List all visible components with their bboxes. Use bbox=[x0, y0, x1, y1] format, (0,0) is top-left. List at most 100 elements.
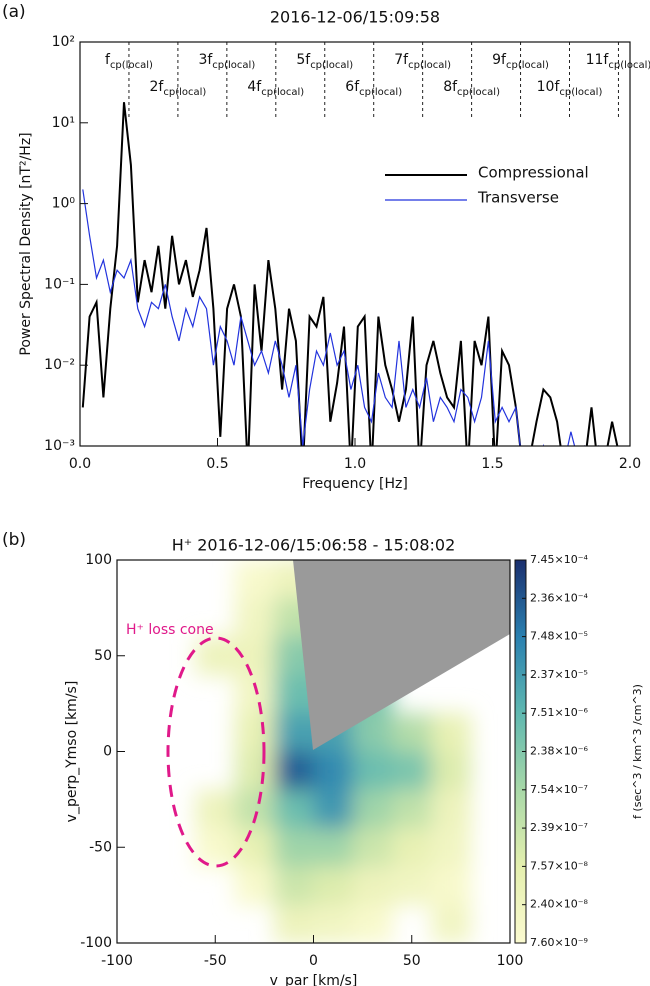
colorbar-tick-label: 2.40×10⁻⁸ bbox=[530, 898, 589, 911]
harmonic-subscript: cp(local) bbox=[212, 60, 255, 71]
harmonic-subscript: cp(local) bbox=[310, 60, 353, 71]
density-cell bbox=[234, 713, 275, 752]
y-tick-label: 10⁻² bbox=[44, 357, 75, 373]
x-tick-label: 100 bbox=[497, 953, 524, 969]
density-cell bbox=[234, 828, 275, 867]
harmonic-label: fcp(local) bbox=[105, 52, 153, 71]
harmonic-number: 6f bbox=[345, 79, 360, 95]
y-tick-label: 10⁰ bbox=[52, 196, 76, 212]
harmonic-label: 8fcp(local) bbox=[443, 79, 500, 98]
harmonic-label: 2fcp(local) bbox=[150, 79, 207, 98]
harmonic-number: 10f bbox=[537, 79, 561, 95]
density-cell bbox=[274, 751, 314, 791]
legend-label: Transverse bbox=[477, 189, 559, 207]
density-cell bbox=[352, 789, 393, 829]
harmonic-number: 3f bbox=[198, 52, 213, 68]
x-tick-label: 50 bbox=[403, 953, 421, 969]
colorbar-tick-label: 7.54×10⁻⁷ bbox=[530, 783, 588, 796]
x-axis-label: Frequency [Hz] bbox=[302, 476, 408, 492]
density-cell bbox=[431, 866, 472, 906]
density-cell bbox=[234, 866, 275, 906]
density-cell bbox=[313, 751, 354, 791]
y-tick-label: 10¹ bbox=[52, 115, 75, 131]
harmonic-label: 10fcp(local) bbox=[537, 79, 603, 98]
y-tick-label: 100 bbox=[85, 552, 112, 568]
x-tick-label: 0.5 bbox=[206, 456, 228, 472]
plot-lines bbox=[81, 102, 626, 446]
chart-title: H⁺ 2016-12-06/15:06:58 - 15:08:02 bbox=[172, 536, 456, 555]
x-tick-label: 0.0 bbox=[69, 456, 91, 472]
x-tick-label: -100 bbox=[101, 953, 133, 969]
harmonic-number: 7f bbox=[394, 52, 409, 68]
density-cell bbox=[431, 904, 472, 943]
y-tick-label: 50 bbox=[94, 648, 112, 664]
harmonic-subscript: cp(local) bbox=[110, 60, 153, 71]
y-tick-label: -100 bbox=[80, 935, 112, 951]
colorbar-tick-label: 2.38×10⁻⁶ bbox=[530, 744, 589, 757]
harmonic-number: 8f bbox=[443, 79, 458, 95]
harmonic-subscript: cp(local) bbox=[359, 87, 402, 98]
harmonic-number: 5f bbox=[296, 52, 311, 68]
harmonic-subscript: cp(local) bbox=[163, 87, 206, 98]
density-cell bbox=[392, 789, 432, 829]
density-cell bbox=[431, 751, 472, 791]
x-tick-label: 0 bbox=[309, 953, 318, 969]
instrument-blind-wedge bbox=[293, 560, 510, 750]
harmonic-subscript: cp(local) bbox=[506, 60, 549, 71]
density-cell bbox=[234, 560, 275, 599]
harmonic-subscript: cp(local) bbox=[457, 87, 500, 98]
harmonic-label: 5fcp(local) bbox=[296, 52, 353, 71]
density-cell bbox=[234, 751, 275, 791]
harmonic-label: 11fcp(local) bbox=[586, 52, 650, 71]
panel-label: (b) bbox=[2, 530, 26, 550]
y-tick-label: 10⁻¹ bbox=[44, 276, 75, 292]
x-tick-label: -50 bbox=[204, 953, 227, 969]
harmonic-label: 6fcp(local) bbox=[345, 79, 402, 98]
density-cell bbox=[352, 866, 393, 906]
series-line bbox=[81, 102, 619, 446]
colorbar-tick-label: 7.57×10⁻⁸ bbox=[530, 859, 589, 872]
harmonic-number: 2f bbox=[150, 79, 165, 95]
series-line bbox=[82, 189, 626, 446]
legend-label: Compressional bbox=[478, 164, 589, 182]
density-cell bbox=[274, 904, 314, 943]
density-cell bbox=[313, 904, 354, 943]
density-cell bbox=[274, 866, 314, 906]
colorbar-tick-label: 2.36×10⁻⁴ bbox=[530, 591, 589, 604]
colorbar-label: f (sec^3 / km^3 /cm^3) bbox=[631, 684, 644, 819]
loss-cone-ellipse bbox=[166, 636, 266, 868]
density-cell bbox=[352, 904, 393, 943]
density-cell bbox=[313, 828, 354, 867]
density-cell bbox=[352, 751, 393, 791]
density-cell bbox=[392, 751, 432, 791]
x-axis-label: v_par [km/s] bbox=[270, 973, 358, 986]
density-cell bbox=[195, 789, 236, 829]
density-cell bbox=[313, 789, 354, 829]
colorbar-tick-label: 7.48×10⁻⁵ bbox=[530, 630, 588, 643]
x-tick-label: 1.0 bbox=[344, 456, 366, 472]
density-cell bbox=[313, 866, 354, 906]
density-cell bbox=[392, 713, 432, 752]
harmonic-number: f bbox=[105, 52, 111, 68]
colorbar-tick-label: 7.45×10⁻⁴ bbox=[530, 553, 589, 566]
harmonic-label: 4fcp(local) bbox=[247, 79, 304, 98]
harmonic-subscript: cp(local) bbox=[261, 87, 304, 98]
harmonic-label: 3fcp(local) bbox=[198, 52, 255, 71]
y-tick-label: 10² bbox=[52, 34, 75, 50]
y-tick-label: -50 bbox=[89, 839, 112, 855]
density-cell bbox=[234, 598, 275, 638]
density-cell bbox=[274, 789, 314, 829]
y-tick-label: 10⁻³ bbox=[44, 438, 75, 454]
harmonic-subscript: cp(local) bbox=[559, 87, 602, 98]
chart-title: 2016-12-06/15:09:58 bbox=[270, 8, 440, 27]
density-cell bbox=[431, 713, 472, 752]
harmonic-label: 9fcp(local) bbox=[492, 52, 549, 71]
harmonic-number: 9f bbox=[492, 52, 507, 68]
density-cell bbox=[431, 789, 472, 829]
harmonic-subscript: cp(local) bbox=[608, 60, 650, 71]
y-tick-label: 0 bbox=[103, 744, 112, 760]
colorbar-tick-label: 2.39×10⁻⁷ bbox=[530, 821, 588, 834]
harmonic-number: 4f bbox=[247, 79, 262, 95]
x-tick-label: 2.0 bbox=[619, 456, 641, 472]
